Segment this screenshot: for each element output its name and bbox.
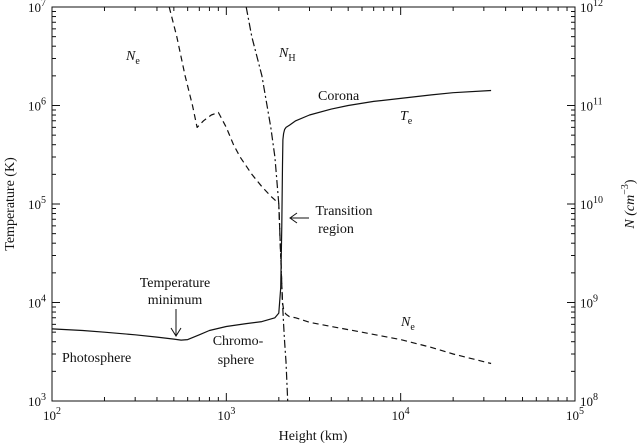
series-group [51, 6, 492, 402]
annotation-transition-line2: region [318, 222, 354, 237]
series-line-n-h [245, 6, 289, 402]
arrow-temp-min [170, 309, 182, 337]
y-right-tick-label: 1010 [580, 195, 603, 212]
series-line-n-e [168, 6, 492, 365]
annotation-temp-min-line1: Temperature [140, 276, 211, 291]
y-left-tick-label: 105 [28, 195, 46, 212]
y-right-axis-title: N (cm−3) [620, 179, 638, 229]
series-label-ne-bottom: Ne [400, 315, 415, 333]
x-tick-label: 103 [217, 406, 235, 423]
x-tick-label: 104 [392, 406, 410, 423]
y-left-tick-label: 106 [28, 97, 46, 114]
x-tick-label: 105 [566, 406, 584, 423]
y-right-axis-title-sup: −3 [620, 184, 631, 195]
y-left-tick-label: 107 [28, 0, 46, 15]
arrow-transition [289, 212, 309, 224]
annotation-photosphere: Photosphere [62, 351, 131, 366]
y-right-tick-label: 108 [580, 392, 598, 409]
plot-frame [51, 6, 576, 402]
tick-labels: 102 103 104 1051031041051061071081091010101… [28, 0, 603, 423]
y-right-tick-label: 109 [580, 294, 598, 311]
annotation-chromosphere-line1: Chromo- [213, 334, 264, 349]
x-axis-title: Height (km) [279, 429, 348, 444]
y-left-tick-label: 104 [28, 294, 46, 311]
annotation-transition-line1: Transition [315, 204, 372, 219]
series-label-te: Te [400, 109, 413, 127]
y-right-axis-title-close: ) [623, 179, 638, 184]
y-left-axis-title: Temperature (K) [3, 157, 18, 251]
annotation-chromosphere-line2: sphere [218, 353, 255, 368]
tick-marks [51, 6, 576, 402]
y-right-tick-label: 1012 [580, 0, 603, 15]
y-left-tick-label: 103 [28, 392, 46, 409]
series-label-nh-top: NH [278, 46, 296, 64]
series-label-ne-top: Ne [125, 49, 140, 67]
x-tick-label: 102 [43, 406, 61, 423]
annotation-corona: Corona [318, 89, 360, 104]
y-right-tick-label: 1011 [580, 97, 603, 114]
y-right-axis-title-main: N (cm [623, 195, 638, 230]
series-line-t-e [51, 89, 492, 341]
annotation-temp-min-line2: minimum [148, 293, 203, 308]
